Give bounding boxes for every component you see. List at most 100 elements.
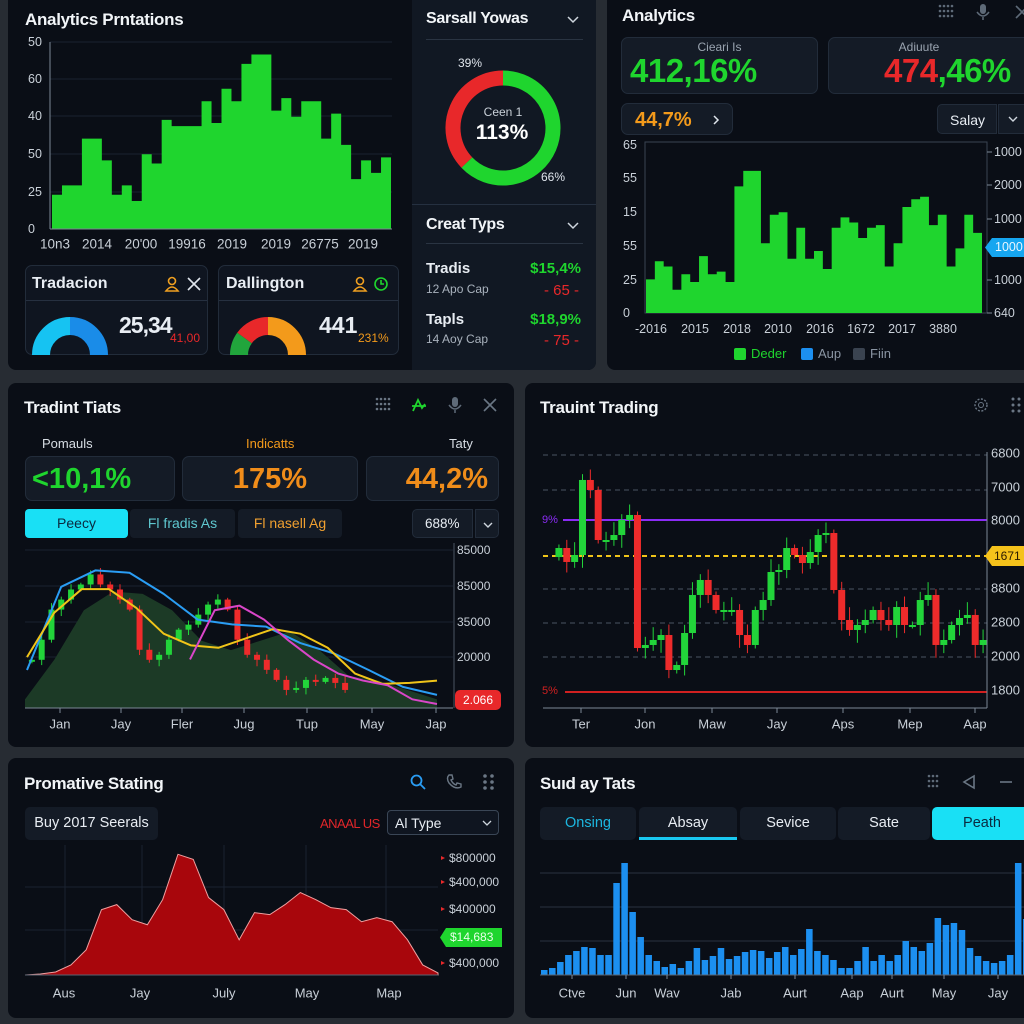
tab-fl-nasell[interactable]: Fl nasell Ag [238, 509, 342, 538]
tab-label: Peecy [57, 515, 96, 531]
x-tick-label: Ctve [558, 985, 586, 1001]
tick-arrow [441, 856, 445, 860]
candle [861, 620, 869, 625]
salay-select-toggle[interactable] [998, 104, 1024, 134]
candle [578, 479, 586, 555]
bar [870, 961, 877, 975]
chevron-down-icon[interactable] [564, 10, 582, 28]
level-marker-label: 1671 [994, 549, 1021, 563]
more-icon[interactable] [1009, 396, 1024, 414]
value-marker-label: $14,683 [450, 930, 494, 944]
stat-label: Pomauls [42, 436, 93, 451]
close-icon[interactable] [185, 275, 203, 293]
tab-sevice[interactable]: Sevice [740, 807, 836, 840]
gauge-segment [230, 332, 253, 356]
row-delta: - 65 - [543, 282, 579, 299]
settings-gear-icon[interactable] [972, 396, 990, 414]
candle [586, 479, 594, 490]
sarsall-donut [445, 70, 561, 186]
filter-label: ANAAL US [320, 816, 380, 831]
signal-icon[interactable] [410, 396, 428, 414]
right-tick-label: 2000 [994, 178, 1022, 192]
candle [165, 639, 172, 655]
bar [902, 941, 910, 975]
percent-select-toggle[interactable] [475, 509, 499, 538]
tab-fl-fradis[interactable]: Fl fradis As [130, 509, 235, 538]
person-icon[interactable] [163, 275, 181, 293]
candle [28, 659, 35, 662]
close-icon[interactable] [1013, 3, 1024, 21]
candle [665, 635, 673, 671]
row-sub: 14 Aoy Cap [426, 332, 489, 346]
bar [709, 956, 717, 975]
bar [589, 948, 596, 975]
x-tick-label: Jay [987, 985, 1009, 1001]
bar [773, 952, 781, 975]
small-kpi-button[interactable]: 44,7% [621, 103, 733, 135]
row-name: Tapls [426, 311, 465, 328]
tab-peecy[interactable]: Peecy [25, 509, 128, 538]
candle [563, 548, 571, 562]
tab-onsing[interactable]: Onsing [540, 807, 636, 840]
bar [790, 955, 797, 975]
salay-select[interactable]: Salay [937, 104, 997, 134]
microphone-icon[interactable] [974, 3, 992, 21]
tab-label: Fl nasell Ag [253, 515, 327, 531]
tab-peath[interactable]: Peath [932, 807, 1024, 840]
bar [621, 863, 628, 975]
candle [649, 639, 657, 645]
bar [717, 948, 725, 975]
search-icon[interactable] [409, 773, 427, 791]
tab-label: Fl fradis As [147, 515, 218, 531]
sunday-stats-panel: Suıd ay Tats [525, 758, 1024, 1018]
price-marker-label: 2.066 [462, 693, 494, 707]
y-tick-label: 85000 [457, 543, 491, 557]
tab-absay[interactable]: Absay [639, 807, 737, 840]
candle [254, 654, 261, 660]
candle [224, 599, 231, 610]
gauge-segment [69, 317, 108, 356]
x-tick-label: Aus [52, 985, 76, 1001]
phone-icon[interactable] [445, 773, 463, 791]
tab-label: Sate [869, 815, 899, 831]
x-tick-label: 2010 [764, 322, 792, 336]
candle [956, 618, 964, 625]
select-value: Salay [950, 112, 986, 128]
minimize-icon[interactable] [997, 773, 1015, 791]
x-tick-label: Aap [840, 985, 864, 1001]
close-icon[interactable] [481, 396, 499, 414]
back-triangle-icon[interactable] [960, 773, 978, 791]
bar [1014, 863, 1022, 975]
x-tick-label: 1672 [847, 322, 875, 336]
candle [767, 572, 775, 601]
type-select[interactable]: Al Type [387, 810, 499, 835]
bar [926, 943, 934, 975]
person-icon[interactable] [351, 275, 369, 293]
clock-icon[interactable] [372, 275, 390, 293]
candle [185, 624, 192, 630]
candle [869, 609, 877, 621]
x-tick-label: May [931, 985, 957, 1001]
grid-icon[interactable] [374, 396, 392, 414]
percent-select[interactable]: 688% [412, 509, 473, 538]
y-tick-label: 85000 [457, 579, 491, 593]
grid-icon[interactable] [937, 3, 955, 21]
chevron-down-icon[interactable] [564, 216, 582, 234]
candle [555, 548, 563, 558]
y-tick-label: 8000 [991, 512, 1020, 528]
tab-sate[interactable]: Sate [838, 807, 930, 840]
candle [657, 635, 665, 640]
more-icon[interactable] [480, 773, 498, 791]
x-tick-label: Tup [296, 716, 318, 732]
candle [751, 609, 759, 645]
grid-icon[interactable] [925, 773, 943, 791]
chevron-right-icon [713, 115, 720, 125]
right-tick-label: 640 [994, 306, 1015, 320]
microphone-icon[interactable] [446, 396, 464, 414]
chevron-down-icon [482, 820, 492, 826]
x-tick-label: Jon [634, 716, 656, 732]
analytics-promotions-chart [49, 41, 392, 230]
x-tick-label: 2019 [216, 236, 248, 252]
sunday-stats-chart [540, 863, 1024, 979]
buy-series-button[interactable]: Buy 2017 Seerals [25, 807, 158, 840]
